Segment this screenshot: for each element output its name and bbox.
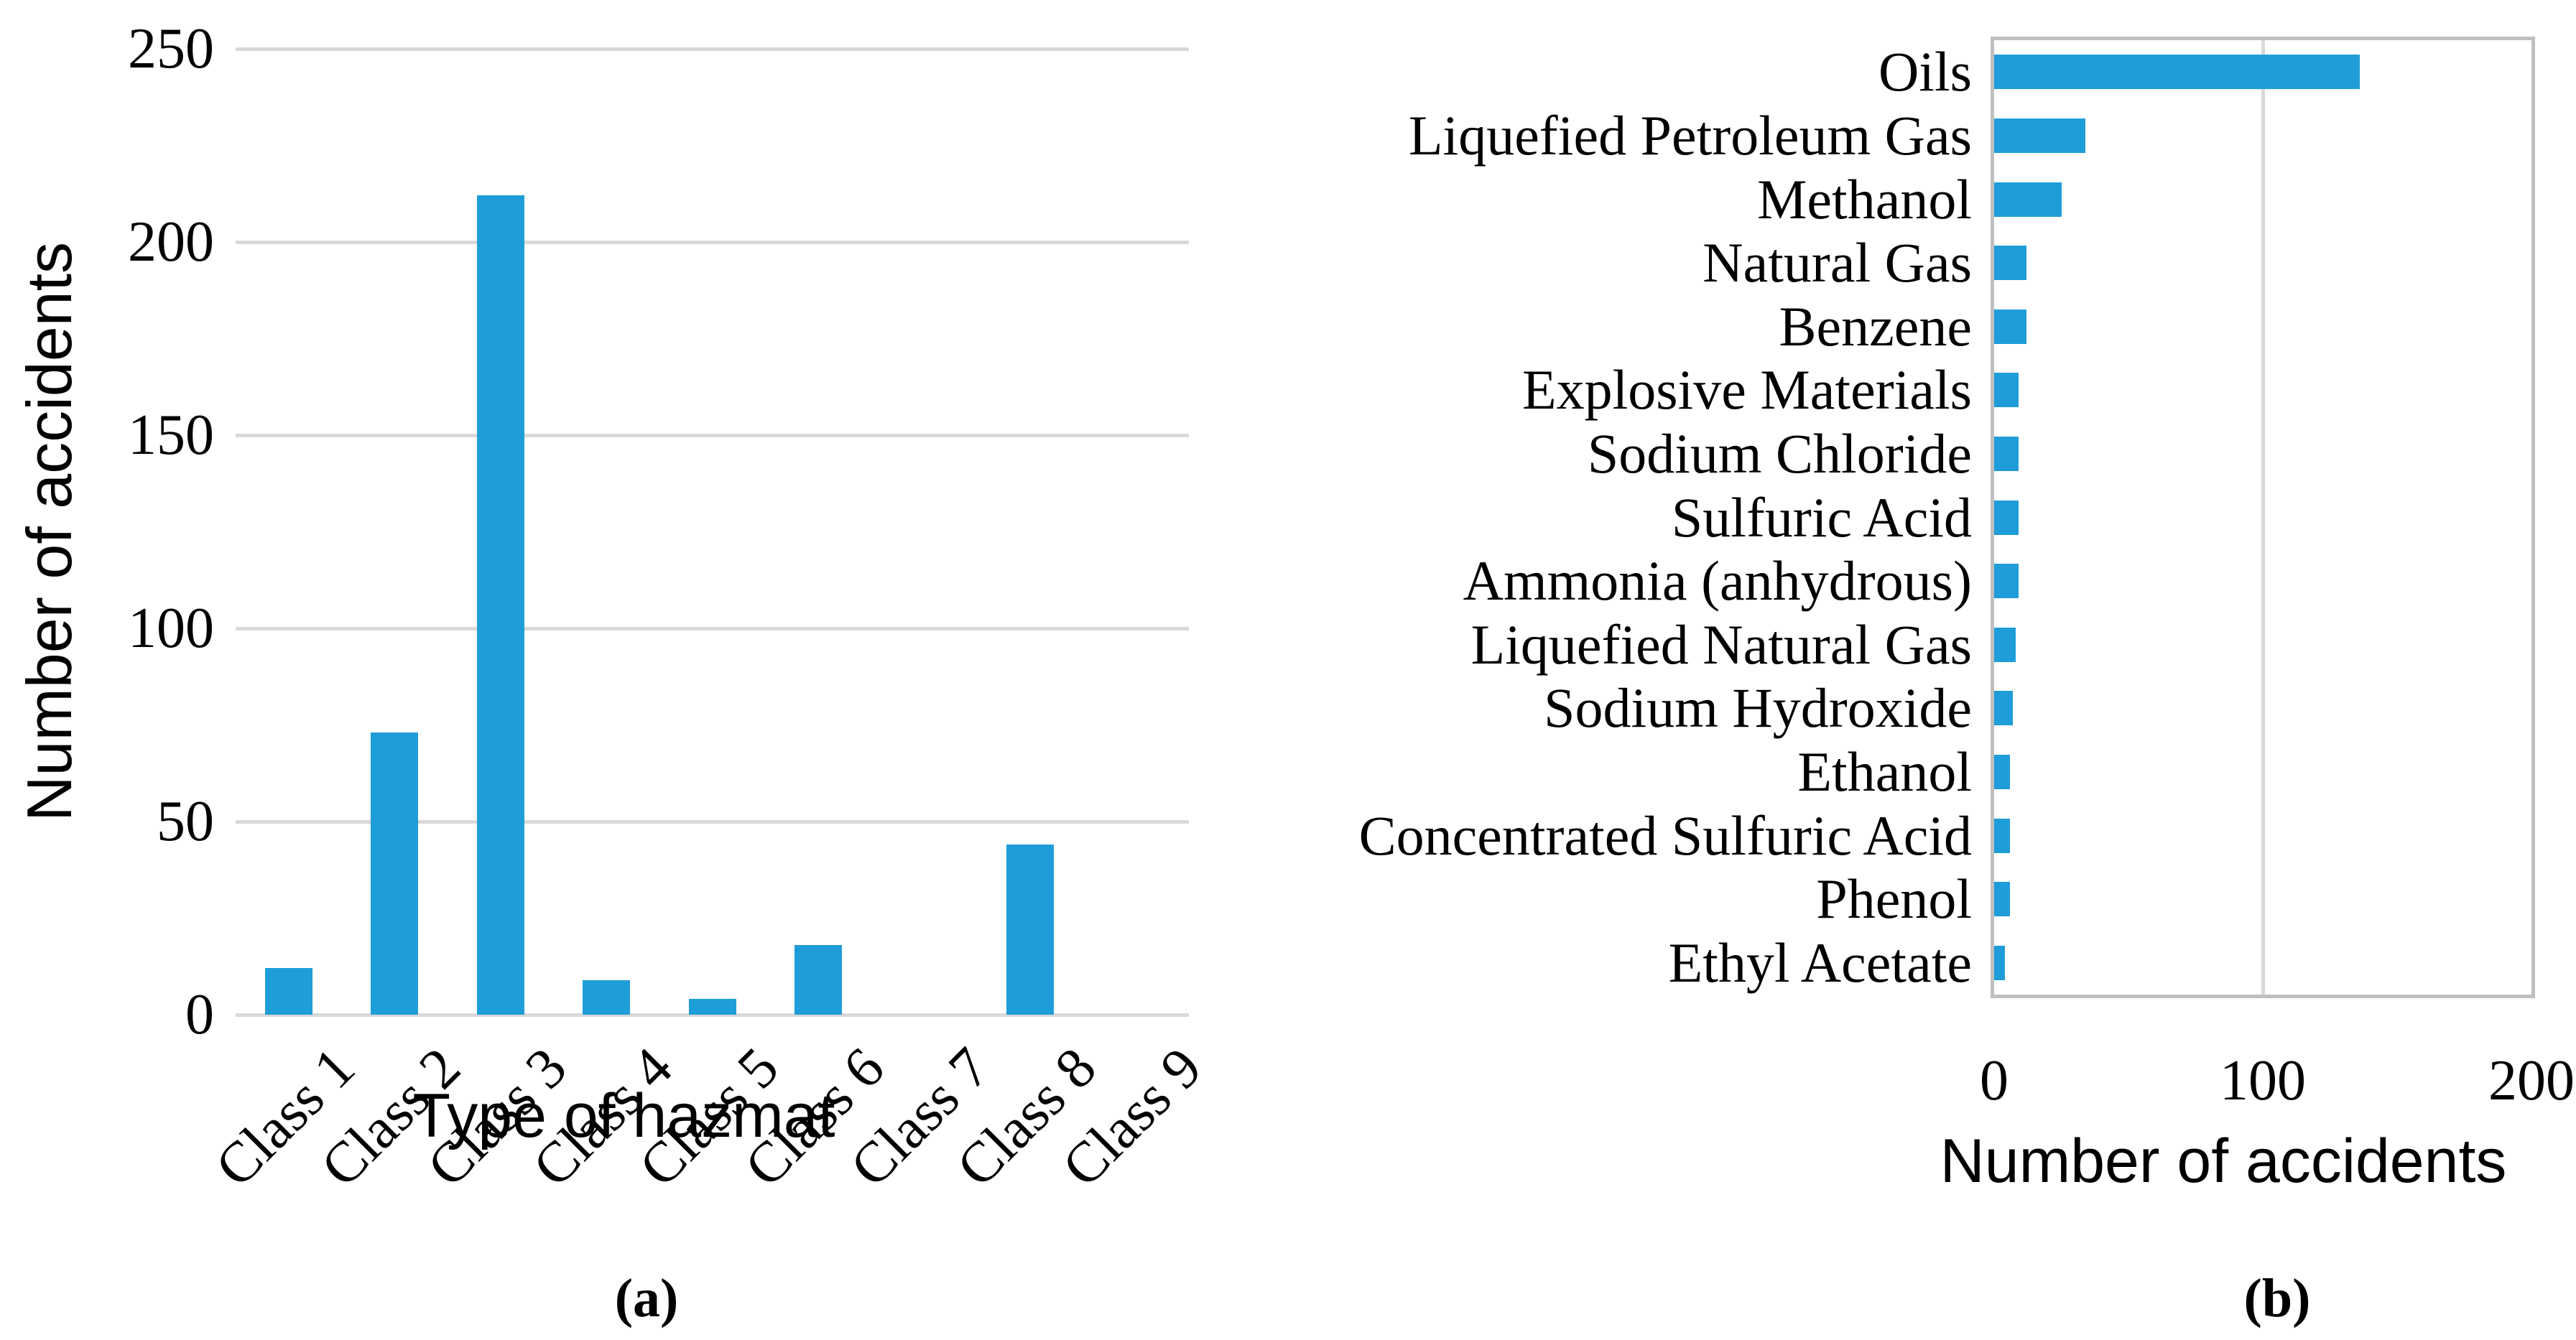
figure-a-bar-4 <box>583 980 631 1015</box>
figure-b-plot-area: 0 100 200 Oils Liquefied Petroleum Gas Methan… <box>1359 37 2575 1112</box>
figure-b-category-label: Liquefied Natural Gas <box>1470 613 1972 676</box>
figure-a-y-tick-label: 0 <box>185 983 214 1046</box>
figure-b-bar-1 <box>1994 55 2360 90</box>
figure-b-category-label: Explosive Materials <box>1521 358 1972 422</box>
figure-b-category-label: Concentrated Sulfuric Acid <box>1358 804 1972 867</box>
figure-b-category-label: Natural Gas <box>1702 231 1972 294</box>
figure-b-bar-9 <box>1994 564 2019 599</box>
figure-a-y-tick-label: 150 <box>128 404 214 467</box>
figure-a-y-tick-label: 50 <box>157 790 214 853</box>
figure-a-gridline-0 <box>236 1013 1189 1017</box>
figure-b-category-label: Oils <box>1878 40 1972 103</box>
figure-a-gridline-50 <box>236 819 1189 824</box>
figure-b-bar-7 <box>1994 436 2019 471</box>
figure-b-category-label: Phenol <box>1816 867 1972 931</box>
figure-a-y-tick-label: 200 <box>128 210 214 274</box>
figure-b-bar-12 <box>1994 754 2011 789</box>
figure-b-category-label: Benzene <box>1779 294 1972 358</box>
figure-b-category-label: Methanol <box>1757 167 1972 231</box>
figure-a-bar-3 <box>476 195 524 1015</box>
figure-b-category-label: Liquefied Petroleum Gas <box>1408 103 1972 167</box>
figure-a-bar-5 <box>688 999 736 1015</box>
figure-b-bar-8 <box>1994 500 2019 535</box>
figure-b-category-label: Sodium Chloride <box>1587 422 1972 485</box>
figure-a-y-axis-title: Number of accidents <box>14 241 85 822</box>
figure-b-x-tick-label: 200 <box>2488 1049 2575 1112</box>
figure-b-bar-4 <box>1994 246 2026 281</box>
figure-a-x-axis-title: Type of hazmat <box>412 1081 835 1150</box>
figure-a-bar-6 <box>794 945 842 1015</box>
figure-b-bar-15 <box>1994 945 2005 980</box>
figure-a-gridline-200 <box>236 240 1189 244</box>
figure-b-category-label: Ethanol <box>1797 740 1972 803</box>
figure-b-x-axis-title: Number of accidents <box>1940 1127 2507 1196</box>
figure-b-x-tick-label: 0 <box>1980 1049 2009 1112</box>
figure-a-bar-8 <box>1006 845 1054 1015</box>
figure-b-category-label: Ammonia (anhydrous) <box>1463 549 1972 613</box>
figure-a-bar-1 <box>264 968 312 1015</box>
figure-b-bar-13 <box>1994 818 2011 853</box>
figure-b-gridline-100 <box>2261 40 2265 995</box>
figure-a-bar-2 <box>371 732 419 1015</box>
figure-b-category-label: Sulfuric Acid <box>1671 485 1972 549</box>
figure-b-bar-14 <box>1994 882 2011 917</box>
figure-a-gridline-250 <box>236 47 1189 51</box>
figure-b-bar-10 <box>1994 627 2016 662</box>
figure-b-caption: (b) <box>2243 1268 2311 1329</box>
figure-b-x-tick-label: 100 <box>2220 1049 2306 1112</box>
figure-b-bar-5 <box>1994 309 2026 344</box>
figure-a-y-tick-label: 250 <box>128 17 214 80</box>
figure-a-gridline-100 <box>236 626 1189 631</box>
figure-b-bar-3 <box>1994 182 2062 217</box>
figure-a-gridline-150 <box>236 433 1189 437</box>
figure-b-category-label: Ethyl Acetate <box>1668 931 1972 994</box>
figure-b-category-label: Sodium Hydroxide <box>1544 676 1972 740</box>
figure-a-caption: (a) <box>614 1268 679 1329</box>
figure-b-bar-11 <box>1994 691 2014 726</box>
figure-a-plot-area: 0 50 100 150 200 250 Class 1 Class 2 Class 3 Clas… <box>128 19 1214 1199</box>
figure-a-y-tick-label: 100 <box>128 597 214 660</box>
figure-b-bar-2 <box>1994 118 2086 153</box>
figure-b-bar-6 <box>1994 373 2019 408</box>
